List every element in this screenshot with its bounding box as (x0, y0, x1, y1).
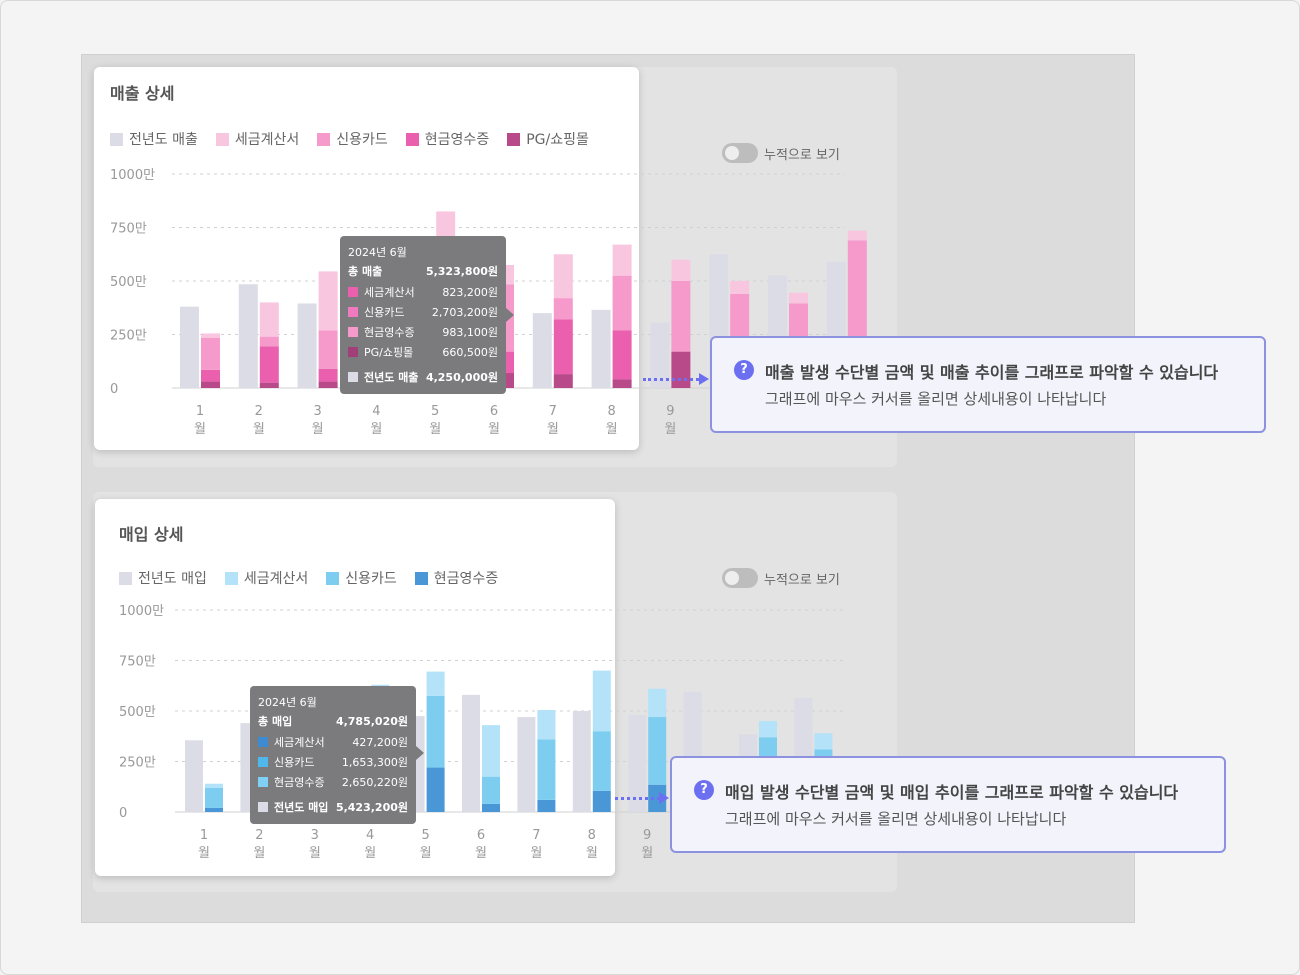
legend-label: PG/쇼핑몰 (526, 132, 589, 148)
toggle-switch[interactable] (722, 568, 758, 588)
tooltip-total-value: 5,323,800원 (425, 265, 498, 278)
legend-item[interactable]: 전년도 매입 (119, 568, 207, 588)
tooltip-row-label: 세금계산서 (364, 286, 415, 299)
callout-subtitle: 그래프에 마우스 커서를 올리면 상세내용이 나타납니다 (765, 390, 1107, 408)
purchase-callout-connector (615, 797, 660, 800)
tooltip-row: PG/쇼핑몰 660,500원 (348, 344, 498, 360)
tooltip-row: 신용카드 2,703,200원 (348, 304, 498, 320)
tooltip-swatch (258, 737, 268, 747)
legend-item[interactable]: 현금영수증 (405, 129, 490, 149)
legend-swatch (405, 132, 419, 146)
toggle-label: 누적으로 보기 (764, 572, 840, 588)
tooltip-swatch (348, 287, 358, 297)
callout-title: 매입 발생 수단별 금액 및 매입 추이를 그래프로 파악할 수 있습니다 (725, 783, 1179, 802)
tooltip-row-value: 660,500원 (442, 346, 498, 359)
tooltip-prev-label: 전년도 매입 (274, 801, 329, 814)
tooltip-total-value: 4,785,020원 (335, 715, 408, 728)
tooltip-swatch (258, 802, 268, 812)
purchase-callout: ? 매입 발생 수단별 금액 및 매입 추이를 그래프로 파악할 수 있습니다 … (670, 756, 1226, 853)
tooltip-row-label: 현금영수증 (274, 776, 325, 789)
tooltip-total-row: 총 매출 5,323,800원 (348, 263, 498, 279)
tooltip-prev-row: 전년도 매입 5,423,200원 (258, 799, 408, 815)
tooltip-row-value: 427,200원 (352, 736, 408, 749)
tooltip-title: 2024년 6월 (258, 696, 317, 709)
sales-legend: 전년도 매출 세금계산서 신용카드 현금영수증 PG/쇼핑몰 (110, 129, 589, 149)
legend-swatch (507, 132, 521, 146)
legend-swatch (215, 132, 229, 146)
sales-callout-connector (643, 378, 699, 381)
tooltip-arrow (506, 308, 514, 322)
tooltip-row-label: 현금영수증 (364, 326, 415, 339)
tooltip-total-row: 총 매입 4,785,020원 (258, 713, 408, 729)
tooltip-row-value: 1,653,300원 (341, 756, 408, 769)
tooltip-swatch (258, 757, 268, 767)
tooltip-prev-row: 전년도 매출 4,250,000원 (348, 369, 498, 385)
purchase-legend: 전년도 매입 세금계산서 신용카드 현금영수증 (119, 568, 498, 588)
purchase-cumulative-toggle[interactable]: 누적으로 보기 (722, 568, 840, 588)
tooltip-row-label: 신용카드 (364, 306, 405, 319)
legend-item[interactable]: 현금영수증 (414, 568, 499, 588)
tooltip-title: 2024년 6월 (348, 246, 407, 259)
tooltip-swatch (348, 327, 358, 337)
tooltip-prev-value: 5,423,200원 (335, 801, 408, 814)
legend-swatch (317, 132, 331, 146)
purchase-title: 매입 상세 (119, 525, 184, 544)
legend-item[interactable]: 세금계산서 (224, 568, 309, 588)
tooltip-arrow (416, 746, 424, 760)
legend-swatch (326, 571, 340, 585)
tooltip-row-value: 2,650,220원 (341, 776, 408, 789)
tooltip-swatch (258, 777, 268, 787)
sales-title: 매출 상세 (110, 84, 175, 103)
legend-item[interactable]: 세금계산서 (215, 129, 300, 149)
callout-title: 매출 발생 수단별 금액 및 매출 추이를 그래프로 파악할 수 있습니다 (765, 363, 1219, 382)
tooltip-total-label: 총 매입 (258, 715, 293, 728)
tooltip-row: 현금영수증 983,100원 (348, 324, 498, 340)
purchase-tooltip: 2024년 6월 총 매입 4,785,020원 전년도 매입 5,423,20… (250, 686, 424, 824)
legend-item[interactable]: 신용카드 (317, 129, 388, 149)
tooltip-row-label: 신용카드 (274, 756, 315, 769)
tooltip-row: 세금계산서 427,200원 (258, 734, 408, 750)
legend-label: 전년도 매입 (138, 571, 207, 587)
tooltip-row-value: 823,200원 (442, 286, 498, 299)
toggle-switch[interactable] (722, 143, 758, 163)
tooltip-prev-value: 4,250,000원 (425, 371, 498, 384)
legend-swatch (224, 571, 238, 585)
toggle-label: 누적으로 보기 (764, 147, 840, 163)
help-icon: ? (734, 360, 754, 380)
sales-cumulative-toggle[interactable]: 누적으로 보기 (722, 143, 840, 163)
tooltip-row-value: 983,100원 (442, 326, 498, 339)
tooltip-swatch (348, 347, 358, 357)
tooltip-total-label: 총 매출 (348, 265, 383, 278)
tooltip-row-value: 2,703,200원 (431, 306, 498, 319)
purchase-callout-arrow (659, 792, 669, 804)
sales-tooltip: 2024년 6월 총 매출 5,323,800원 전년도 매출 4,250,00… (340, 236, 514, 394)
tooltip-row: 세금계산서 823,200원 (348, 284, 498, 300)
legend-label: 현금영수증 (424, 132, 490, 148)
tooltip-swatch (348, 372, 358, 382)
legend-label: 세금계산서 (243, 571, 309, 587)
legend-swatch (119, 571, 132, 585)
legend-item[interactable]: 전년도 매출 (110, 129, 198, 149)
legend-label: 신용카드 (345, 571, 397, 587)
tooltip-row: 현금영수증 2,650,220원 (258, 774, 408, 790)
legend-label: 신용카드 (336, 132, 388, 148)
tooltip-row-label: PG/쇼핑몰 (364, 346, 414, 359)
legend-item[interactable]: PG/쇼핑몰 (507, 129, 589, 149)
legend-label: 세금계산서 (234, 132, 300, 148)
legend-swatch (110, 132, 123, 146)
sales-callout: ? 매출 발생 수단별 금액 및 매출 추이를 그래프로 파악할 수 있습니다 … (710, 336, 1266, 433)
legend-label: 전년도 매출 (129, 132, 198, 148)
tooltip-swatch (348, 307, 358, 317)
sales-callout-arrow (699, 373, 709, 385)
callout-subtitle: 그래프에 마우스 커서를 올리면 상세내용이 나타납니다 (725, 810, 1067, 828)
legend-item[interactable]: 신용카드 (326, 568, 397, 588)
tooltip-prev-label: 전년도 매출 (364, 371, 419, 384)
tooltip-row-label: 세금계산서 (274, 736, 325, 749)
legend-swatch (414, 571, 428, 585)
help-icon: ? (694, 780, 714, 800)
tooltip-row: 신용카드 1,653,300원 (258, 754, 408, 770)
legend-label: 현금영수증 (433, 571, 499, 587)
